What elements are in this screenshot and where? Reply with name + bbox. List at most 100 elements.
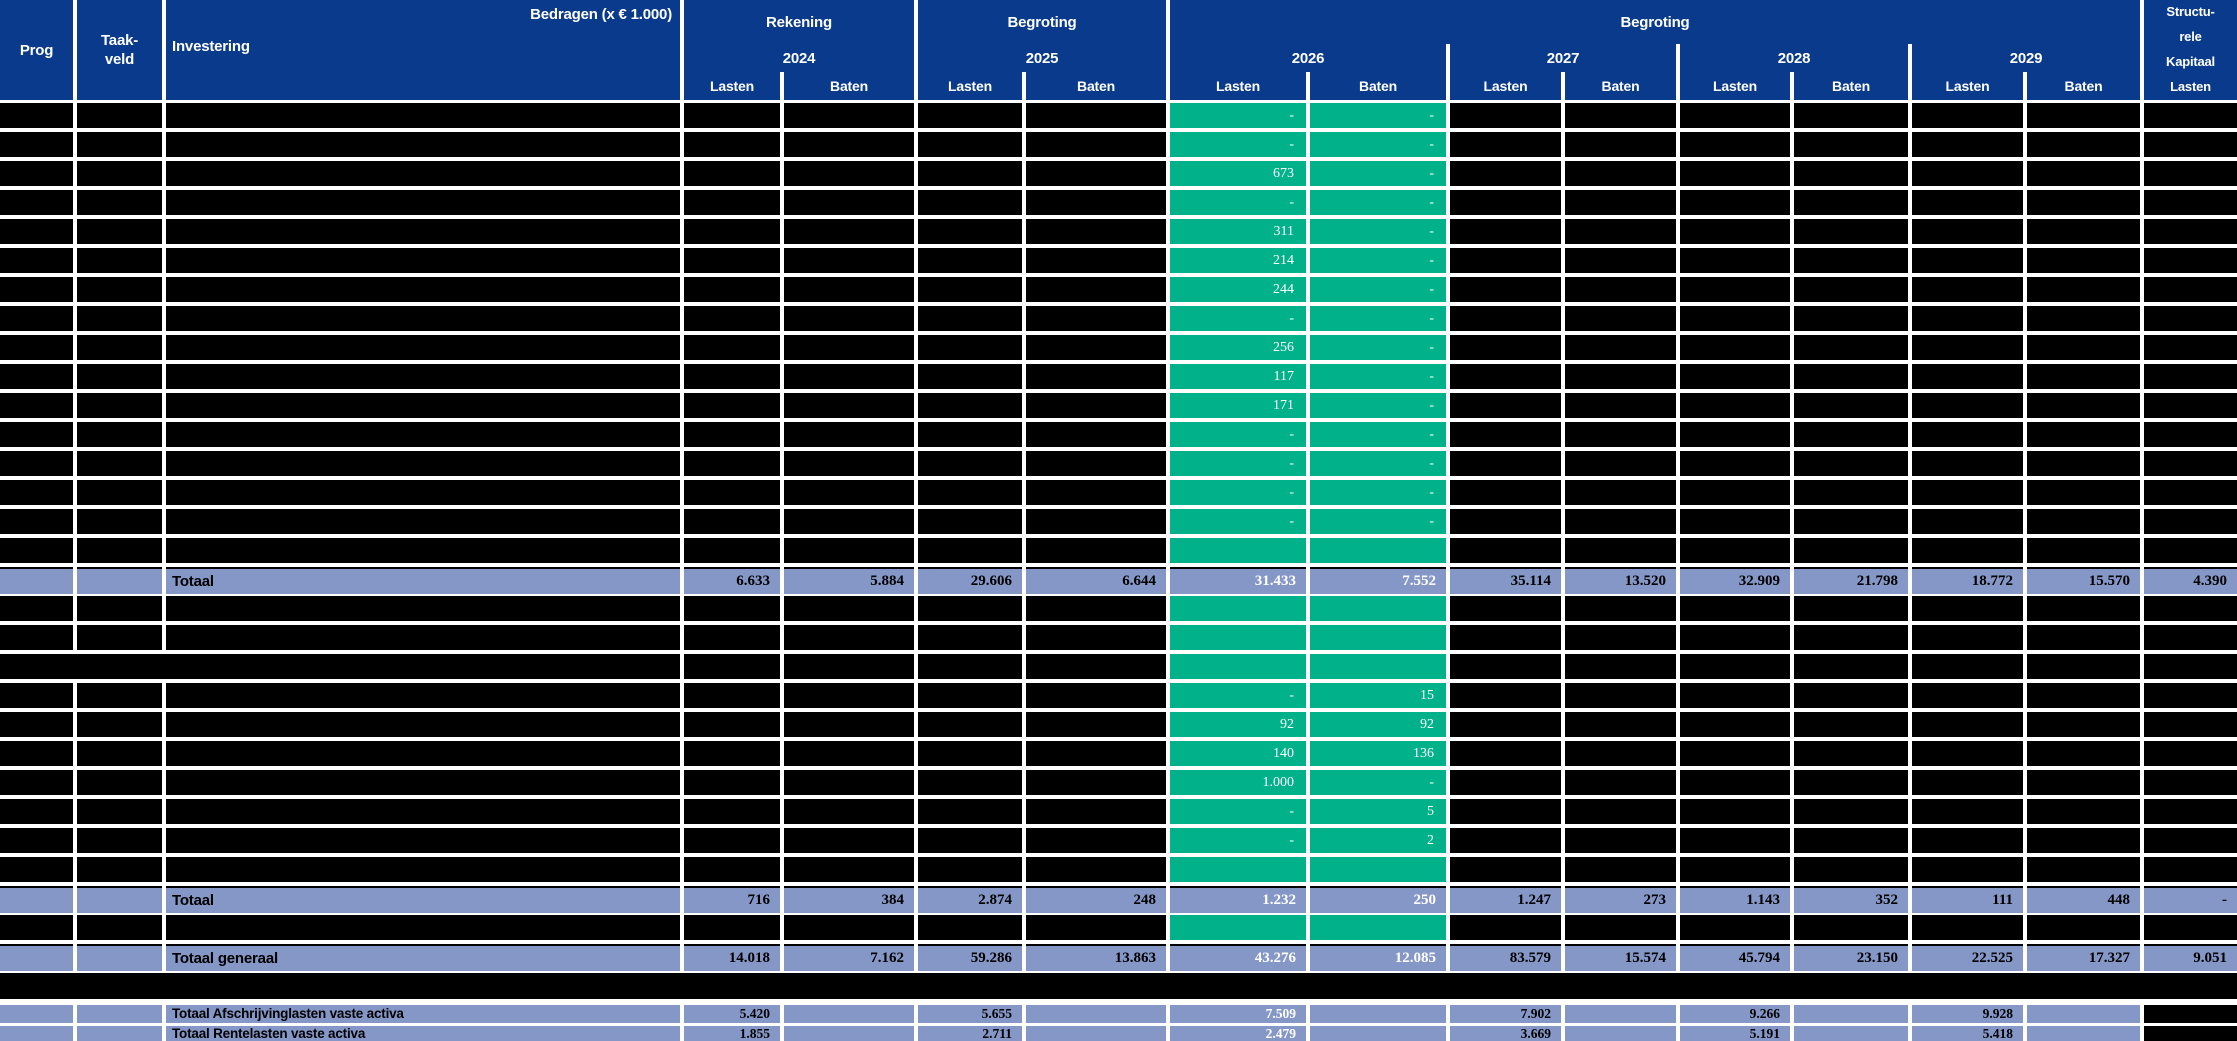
- redacted-cell: [77, 219, 162, 244]
- redacted-cell: [684, 219, 780, 244]
- value-cell-2026-baten: -: [1310, 248, 1446, 273]
- total-value: 13.863: [1026, 944, 1166, 971]
- redacted-cell: [918, 915, 1022, 940]
- subheader-2029-lasten: Lasten: [1912, 72, 2023, 100]
- redacted-cell: [1912, 538, 2023, 563]
- summary-row: Totaal Rentelasten vaste activa 1.855 2.71…: [0, 1026, 2237, 1041]
- redacted-cell: [1565, 741, 1676, 766]
- value-cell-2026-baten: -: [1310, 277, 1446, 302]
- redacted-cell: [77, 480, 162, 505]
- redacted-cell: [1912, 161, 2023, 186]
- redacted-cell: [2144, 915, 2237, 940]
- redacted-cell: [0, 538, 73, 563]
- total-label: Totaal generaal: [166, 944, 680, 971]
- summary-empty-taakveld: [77, 1026, 162, 1041]
- subheader-2025-lasten: Lasten: [918, 72, 1022, 100]
- redacted-cell: [1565, 422, 1676, 447]
- redacted-cell: [166, 625, 680, 650]
- redacted-cell: [77, 741, 162, 766]
- redacted-cell: [1565, 770, 1676, 795]
- redacted-cell: [1450, 219, 1561, 244]
- redacted-cell: [0, 915, 73, 940]
- redacted-cell: [166, 161, 680, 186]
- redacted-cell: [1026, 161, 1166, 186]
- value-cell-2026-baten: -: [1310, 393, 1446, 418]
- total-label: Totaal: [166, 886, 680, 913]
- value-cell-2026-baten: 92: [1310, 712, 1446, 737]
- redacted-cell: [1565, 538, 1676, 563]
- total-value: 13.520: [1565, 567, 1676, 594]
- redacted-cell: [1794, 335, 1908, 360]
- value-cell-2026-baten: [1310, 625, 1446, 650]
- value-cell-2026-lasten: 244: [1170, 277, 1306, 302]
- redacted-cell: [0, 770, 73, 795]
- redacted-cell: [1565, 625, 1676, 650]
- redacted-cell: [1450, 393, 1561, 418]
- value-cell-2026-baten: -: [1310, 364, 1446, 389]
- redacted-cell: [918, 596, 1022, 621]
- redacted-cell: [0, 364, 73, 389]
- redacted-cell: [166, 799, 680, 824]
- value-cell-2026-baten: -: [1310, 335, 1446, 360]
- redacted-cell: [2027, 770, 2140, 795]
- redacted-cell: [1450, 364, 1561, 389]
- redacted-cell: [1794, 306, 1908, 331]
- redacted-cell: [0, 828, 73, 853]
- redacted-cell: [166, 103, 680, 128]
- redacted-row: 244-: [0, 277, 2237, 302]
- redacted-cell: [77, 538, 162, 563]
- redacted-cell: [1026, 712, 1166, 737]
- redacted-cell: [0, 683, 73, 708]
- redacted-cell: [1680, 161, 1790, 186]
- summary-empty-taakveld: [77, 1005, 162, 1023]
- redacted-cell: [2144, 509, 2237, 534]
- redacted-cell: [918, 103, 1022, 128]
- redacted-row: 673-: [0, 161, 2237, 186]
- redacted-cell: [1912, 248, 2023, 273]
- redacted-cell: [0, 741, 73, 766]
- summary-value: 9.928: [1912, 1005, 2023, 1023]
- redacted-cell: [77, 770, 162, 795]
- value-cell-2026-lasten: -: [1170, 480, 1306, 505]
- total-value: 32.909: [1680, 567, 1790, 594]
- total-empty-taakveld: [77, 886, 162, 913]
- value-cell-2026-lasten: 311: [1170, 219, 1306, 244]
- redacted-cell: [784, 132, 914, 157]
- total-value: 5.884: [784, 567, 914, 594]
- redacted-cell: [1680, 219, 1790, 244]
- redacted-cell: [918, 364, 1022, 389]
- redacted-cell: [0, 132, 73, 157]
- total-value: 9.051: [2144, 944, 2237, 971]
- redacted-cell: [684, 712, 780, 737]
- redacted-cell: [684, 190, 780, 215]
- redacted-cell: [0, 248, 73, 273]
- redacted-cell: [684, 625, 780, 650]
- redacted-cell: [1450, 741, 1561, 766]
- group-label-begroting-2025: Begroting: [918, 0, 1166, 44]
- summary-value: [784, 1026, 914, 1041]
- redacted-cell: [1912, 596, 2023, 621]
- redacted-cell: [1912, 335, 2023, 360]
- value-cell-2026-lasten: -: [1170, 422, 1306, 447]
- redacted-cell: [1450, 654, 1561, 679]
- subheader-2027-lasten: Lasten: [1450, 72, 1561, 100]
- redacted-cell: [684, 103, 780, 128]
- redacted-cell: [2027, 248, 2140, 273]
- redacted-row: 92 92: [0, 712, 2237, 737]
- redacted-cell: [2144, 799, 2237, 824]
- redacted-cell: [1794, 103, 1908, 128]
- redacted-cell: [1912, 770, 2023, 795]
- total-value: 14.018: [684, 944, 780, 971]
- redacted-cell: [1026, 335, 1166, 360]
- redacted-cell: [1450, 103, 1561, 128]
- redacted-cell: [1680, 596, 1790, 621]
- total-value: 45.794: [1680, 944, 1790, 971]
- table-header: Prog Taak- veld Bedragen (x € 1.000) Inv…: [0, 0, 2237, 100]
- redacted-cell: [166, 422, 680, 447]
- redacted-cell: [1912, 799, 2023, 824]
- redacted-cell: [1565, 799, 1676, 824]
- redacted-cell: [1565, 306, 1676, 331]
- redacted-cell: [1912, 915, 2023, 940]
- redacted-cell: [77, 625, 162, 650]
- redacted-cell: [77, 799, 162, 824]
